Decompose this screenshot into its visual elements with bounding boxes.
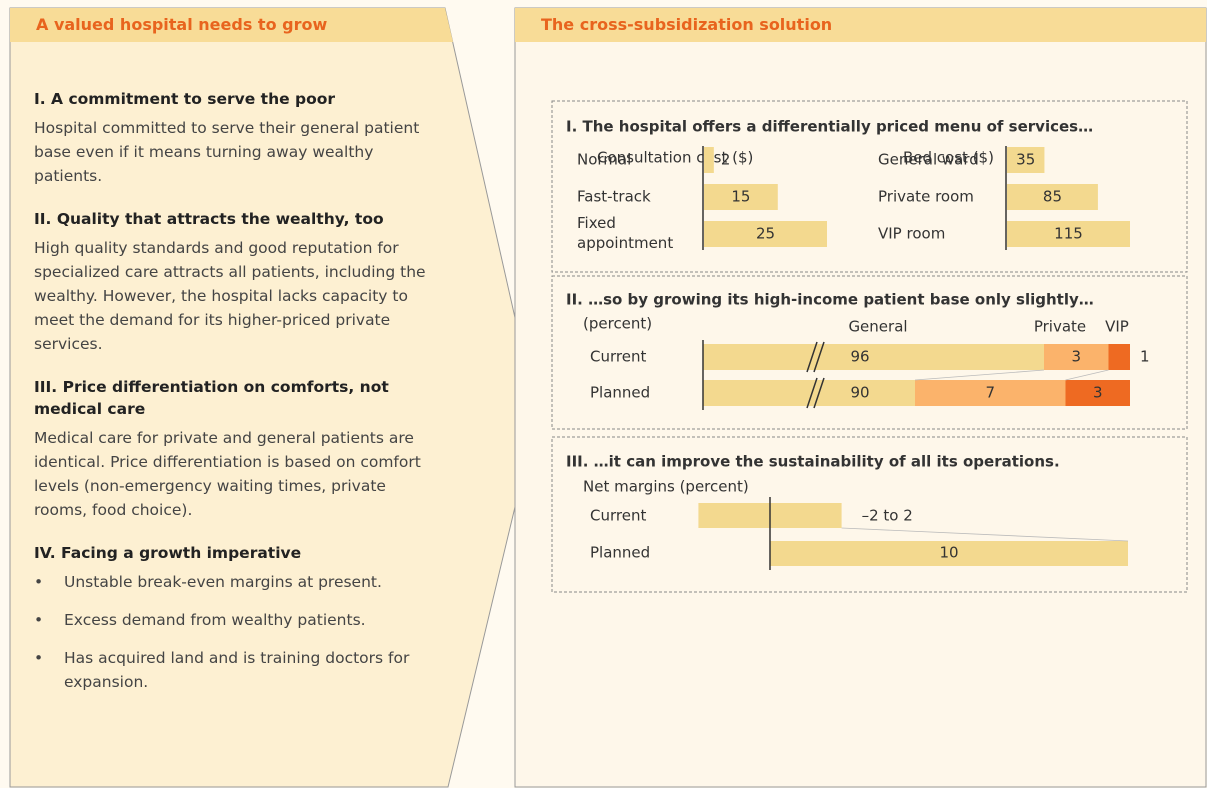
bullet: Excess demand from wealthy patients. (34, 608, 439, 632)
section-heading: I. A commitment to serve the poor (34, 90, 336, 108)
row-label: Normal (577, 151, 631, 169)
value-label: 96 (850, 348, 869, 366)
bullet: Unstable break-even margins at present. (34, 570, 439, 594)
bar-segment (915, 380, 1066, 406)
bar-segment (1044, 344, 1109, 370)
value-label: 1 (1140, 348, 1150, 366)
break-mark (813, 377, 825, 409)
right-title: The cross-subsidization solution (541, 15, 833, 34)
row-label: Fixed appointment (577, 214, 673, 252)
legend-label: VIP (1105, 318, 1129, 336)
legend-label: Private (1034, 318, 1086, 336)
row-label: Planned (590, 384, 650, 402)
value-label: 25 (756, 225, 775, 243)
connector (841, 527, 1129, 542)
bar-segment (703, 344, 1044, 370)
right-header-band (515, 8, 1206, 42)
row-label: Fast-track (577, 188, 651, 206)
group-label: Bed cost ($) (903, 149, 994, 167)
left-header-band (10, 8, 453, 42)
group-label: Net margins (percent) (583, 478, 749, 496)
value-label: 115 (1054, 225, 1083, 243)
left-title: A valued hospital needs to grow (36, 15, 328, 34)
bar-segment (1065, 380, 1130, 406)
legend-label: General (848, 318, 907, 336)
bar (704, 221, 827, 247)
section-heading: IV. Facing a growth imperative (34, 544, 302, 562)
bar (704, 147, 714, 173)
box-3 (551, 436, 1188, 593)
section-heading: II. Quality that attracts the wealthy, t… (34, 210, 384, 228)
value-label: 15 (731, 188, 750, 206)
value-label: 3 (1071, 348, 1081, 366)
row-label: Planned (590, 544, 650, 562)
value-label: 7 (985, 384, 995, 402)
box-title: II. …so by growing its high-income patie… (566, 291, 1094, 309)
value-label: –2 to 2 (862, 507, 913, 525)
section-body: High quality standards and good reputati… (34, 239, 426, 353)
bullet-list: Unstable break-even margins at present. E… (34, 570, 439, 694)
bar-segment (1108, 344, 1130, 370)
group-label: Consultation cost ($) (597, 149, 753, 167)
connector (914, 369, 1045, 381)
break-mark (806, 377, 818, 409)
bar (770, 541, 1128, 566)
box-2 (551, 275, 1188, 430)
value-label: 35 (1016, 151, 1035, 169)
value-label: 3 (1093, 384, 1103, 402)
row-label: Current (590, 507, 646, 525)
value-label: 2 (721, 151, 731, 169)
box-1 (551, 100, 1188, 273)
break-mark (813, 341, 825, 373)
value-label: 90 (850, 384, 869, 402)
value-label: 85 (1043, 188, 1062, 206)
section-body: Medical care for private and general pat… (34, 429, 421, 519)
section-heading: III. Price differentiation on comforts, … (34, 378, 389, 418)
row-label: VIP room (878, 225, 945, 243)
section-body: Hospital committed to serve their genera… (34, 119, 420, 185)
unit-label: (percent) (583, 315, 652, 333)
box-title: I. The hospital offers a differentially … (566, 118, 1093, 136)
row-label: General ward (878, 151, 979, 169)
bullet: Has acquired land and is training doctor… (34, 646, 439, 694)
break-mark (806, 341, 818, 373)
bar (1007, 221, 1130, 247)
value-label: 10 (939, 544, 958, 562)
left-text: I. A commitment to serve the poor Hospita… (34, 88, 439, 708)
row-label: Current (590, 348, 646, 366)
bar (1007, 147, 1045, 173)
bar (1007, 184, 1098, 210)
connector (1065, 369, 1109, 381)
bar (704, 184, 778, 210)
row-label: Private room (878, 188, 974, 206)
box-title: III. …it can improve the sustainability … (566, 453, 1060, 471)
